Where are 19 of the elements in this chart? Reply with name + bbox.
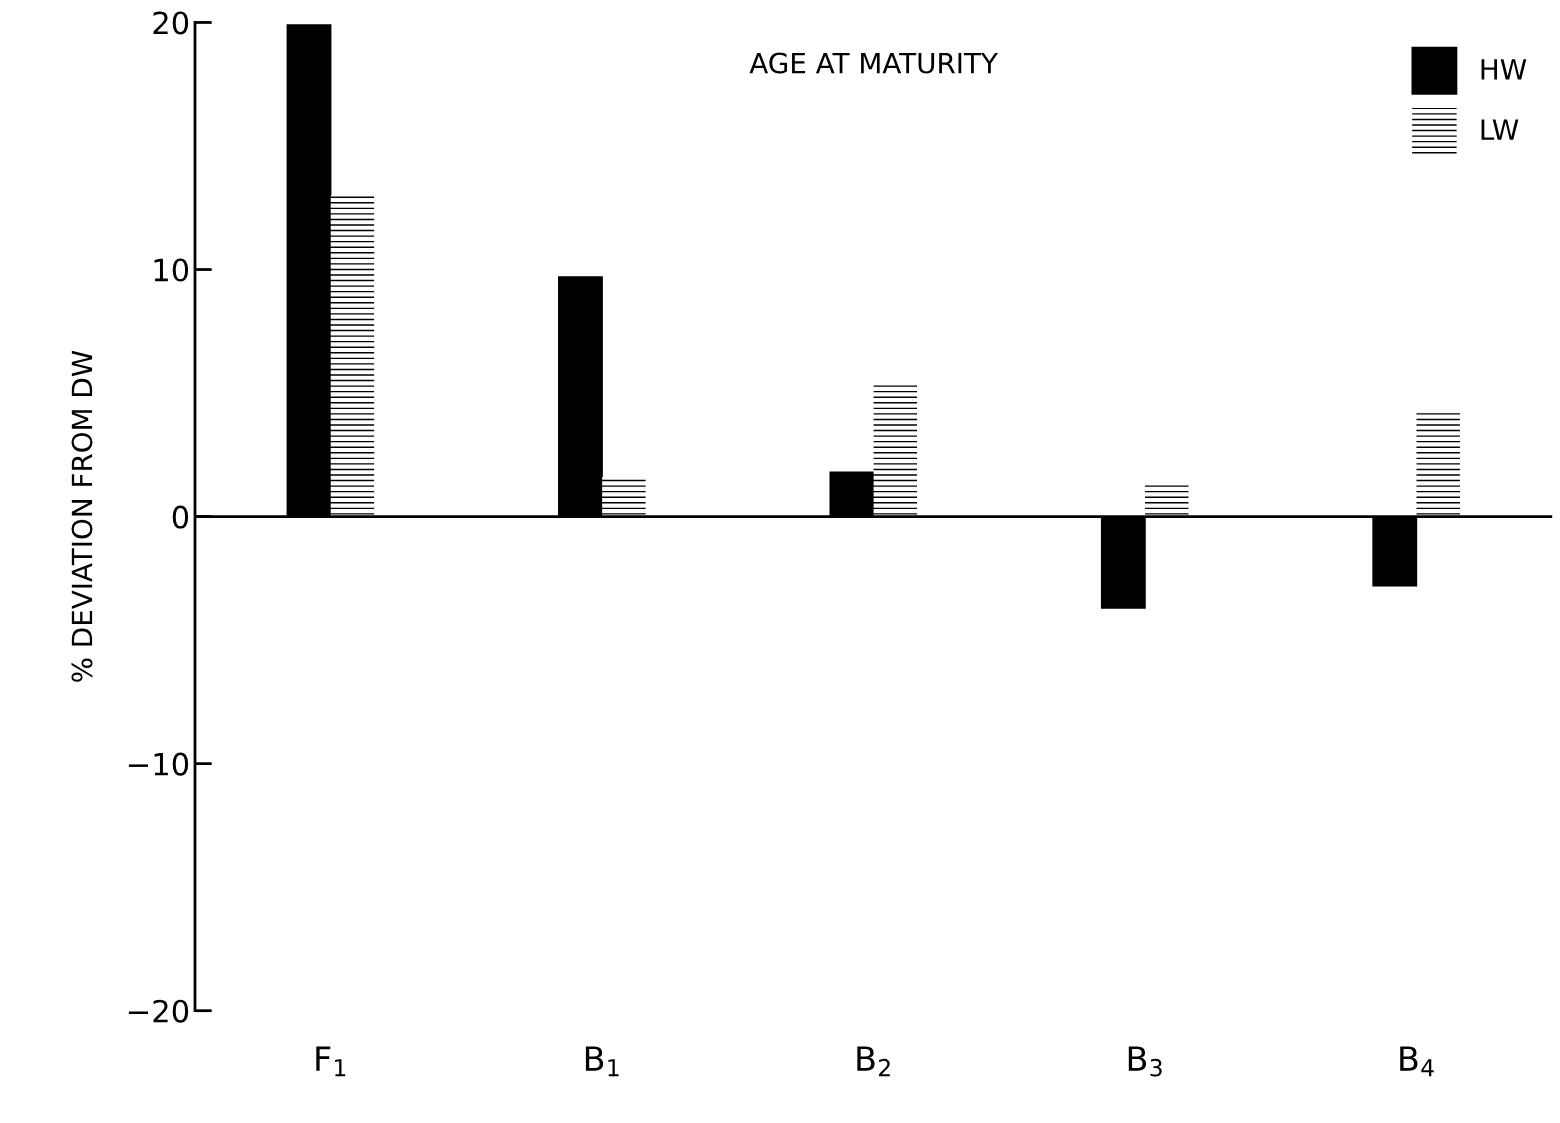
x-tick-label: B$_{3}$ xyxy=(1128,1046,1162,1077)
y-tick-label: −20 xyxy=(128,999,189,1023)
y-tick-label: 0 xyxy=(172,505,189,529)
bar xyxy=(330,195,375,517)
bar xyxy=(602,477,646,517)
x-tick-label: F$_{1}$ xyxy=(316,1046,346,1077)
legend-label: LW xyxy=(1481,119,1519,140)
y-tick-label: 10 xyxy=(154,258,189,282)
y-tick-label: −10 xyxy=(128,752,189,776)
bar xyxy=(873,383,918,517)
x-tick-label: B$_{4}$ xyxy=(1400,1046,1434,1077)
x-tick-label: B$_{1}$ xyxy=(585,1046,619,1077)
x-tick-label: B$_{2}$ xyxy=(857,1046,890,1077)
bar xyxy=(1416,412,1460,517)
legend-label: HW xyxy=(1481,59,1527,80)
text: AGE AT MATURITY xyxy=(749,52,998,74)
y-tick-label: 20 xyxy=(153,11,189,35)
bar xyxy=(1145,484,1189,517)
y-axis-title: % DEVIATION FROM DW xyxy=(71,350,93,682)
